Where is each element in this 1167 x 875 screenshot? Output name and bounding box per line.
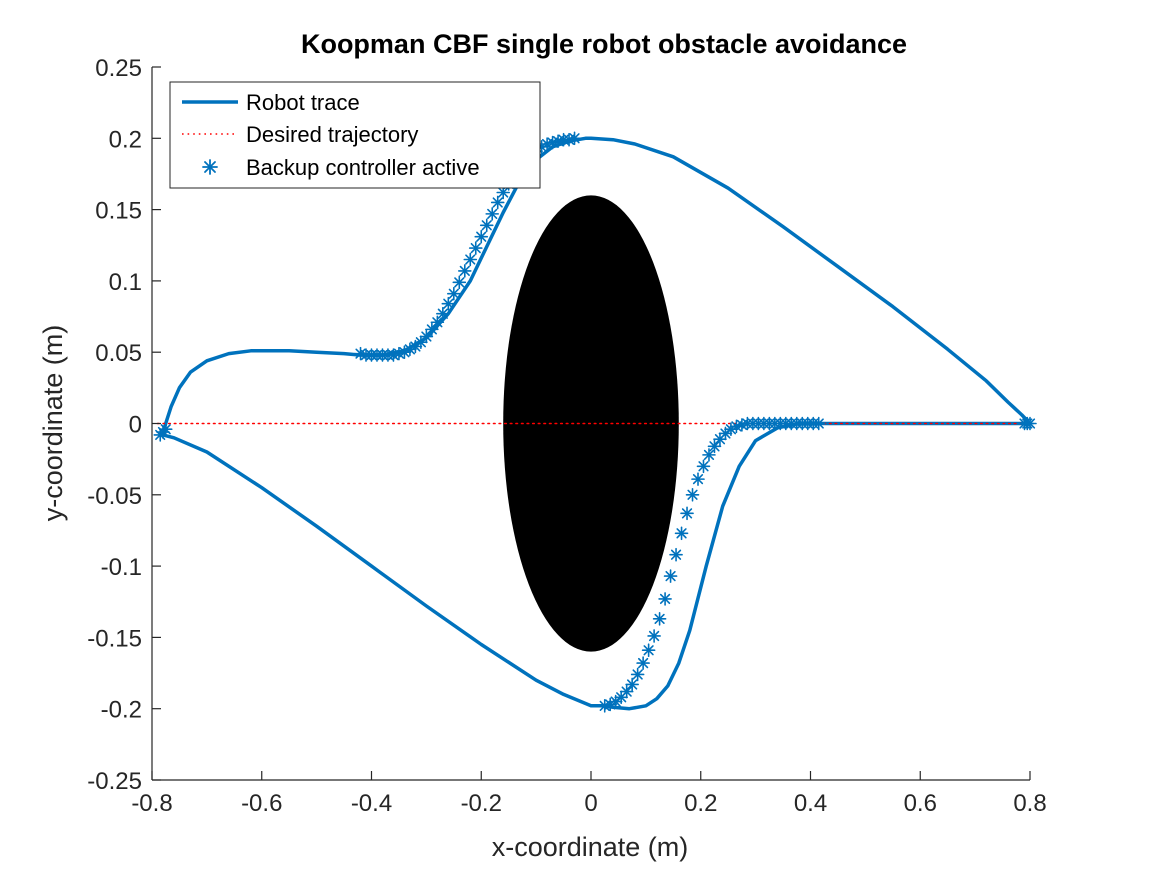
y-tick-label: -0.15 <box>87 625 142 652</box>
backup-marker <box>540 137 554 151</box>
backup-marker <box>1023 416 1037 431</box>
y-tick-labels: -0.25 -0.2 -0.15 -0.1 -0.05 0 0.05 0.1 0.15 0.2 0.… <box>87 55 142 795</box>
backup-marker <box>691 472 705 486</box>
backup-marker <box>724 422 738 437</box>
backup-marker <box>447 286 461 301</box>
backup-marker <box>457 264 472 278</box>
backup-marker <box>696 459 711 474</box>
backup-marker <box>452 275 467 290</box>
legend-label-backup-controller: Backup controller active <box>246 155 480 180</box>
backup-marker <box>545 135 560 150</box>
backup-marker <box>680 506 694 521</box>
backup-marker <box>625 677 639 692</box>
y-tick-label: 0.25 <box>95 55 142 82</box>
y-tick-label: -0.1 <box>101 554 142 581</box>
y-tick-label: 0 <box>129 412 142 439</box>
x-tick-label: -0.2 <box>461 790 502 817</box>
x-tick-label: -0.6 <box>241 790 282 817</box>
backup-marker <box>485 207 500 221</box>
backup-marker <box>674 526 689 541</box>
backup-marker <box>647 629 661 643</box>
backup-marker <box>468 241 483 255</box>
x-axis-label: x-coordinate (m) <box>492 832 689 862</box>
x-tick-label: 0.2 <box>684 790 717 817</box>
backup-marker <box>567 131 582 146</box>
legend-label-desired-trajectory: Desired trajectory <box>246 122 418 147</box>
backup-marker <box>652 612 667 626</box>
y-tick-label: 0.05 <box>95 340 142 367</box>
backup-marker <box>663 569 678 583</box>
backup-marker <box>614 690 628 705</box>
backup-marker <box>608 694 623 709</box>
legend-box <box>169 81 541 189</box>
x-tick-label: 0 <box>584 790 597 817</box>
backup-marker <box>685 487 700 502</box>
backup-marker <box>702 448 716 462</box>
backup-marker <box>414 335 428 350</box>
x-tick-label: 0.8 <box>1013 790 1046 817</box>
backup-marker <box>490 195 505 210</box>
legend-label-robot-trace: Robot trace <box>246 90 360 115</box>
x-tick-label: 0.4 <box>794 790 827 817</box>
x-tick-labels: -0.8 -0.6 -0.4 -0.2 0 0.2 0.4 0.6 0.8 <box>131 790 1046 817</box>
legend: Robot trace Desired trajectory Backup co… <box>169 81 541 189</box>
backup-marker <box>630 667 645 682</box>
y-tick-label: 0.1 <box>109 269 142 296</box>
y-axis-label: y-coordinate (m) <box>38 325 68 522</box>
backup-marker <box>811 416 826 431</box>
y-tick-label: -0.25 <box>87 768 142 795</box>
x-tick-label: 0.6 <box>904 790 937 817</box>
backup-marker <box>479 218 494 233</box>
backup-marker <box>158 422 173 437</box>
y-tick-label: -0.2 <box>101 697 142 724</box>
backup-marker <box>641 643 656 658</box>
backup-marker <box>436 306 450 321</box>
y-tick-label: 0.15 <box>95 198 142 225</box>
y-tick-label: -0.05 <box>87 483 142 510</box>
backup-marker <box>463 252 478 267</box>
backup-marker <box>430 315 445 330</box>
chart-title: Koopman CBF single robot obstacle avoida… <box>301 29 907 59</box>
x-tick-label: -0.4 <box>351 790 392 817</box>
x-tick-label: -0.8 <box>131 790 172 817</box>
backup-marker <box>419 329 434 344</box>
backup-marker <box>636 656 650 670</box>
backup-marker <box>425 322 439 337</box>
backup-marker <box>474 229 489 244</box>
backup-marker <box>669 547 683 562</box>
backup-marker <box>707 439 722 454</box>
y-tick-label: 0.2 <box>109 126 142 153</box>
backup-marker <box>441 296 456 311</box>
backup-marker <box>658 592 672 606</box>
backup-marker <box>619 684 634 699</box>
tick-marks <box>151 66 1031 781</box>
legend-swatch-backup-controller <box>202 159 218 175</box>
backup-marker <box>403 342 417 357</box>
